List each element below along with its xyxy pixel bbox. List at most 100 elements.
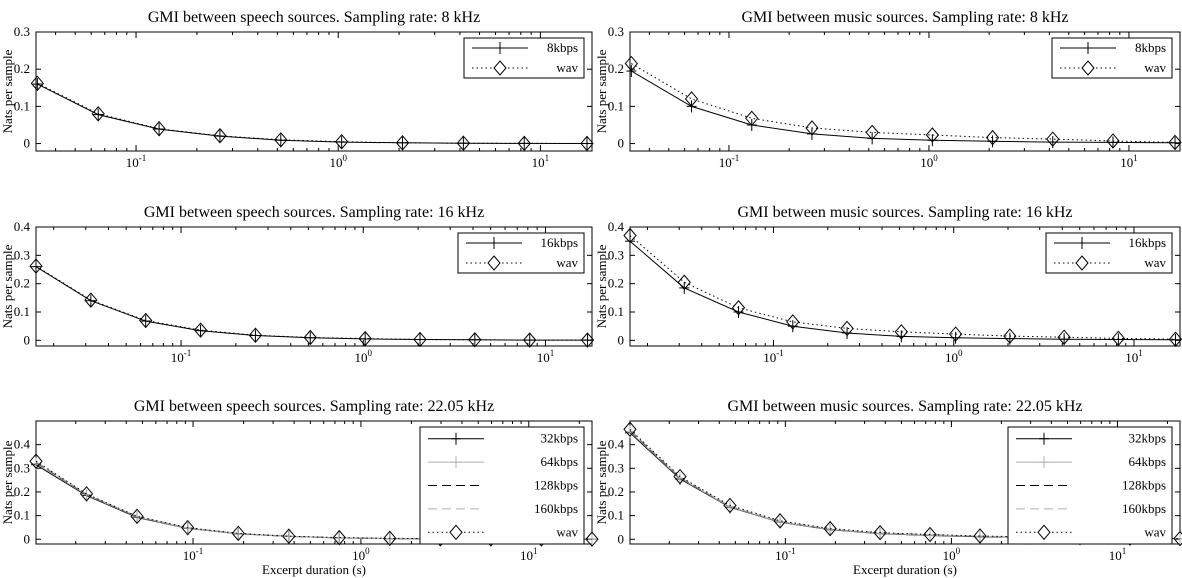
- y-tick-label: 0.3: [14, 460, 30, 475]
- data-point-wav: [282, 528, 296, 544]
- y-tick-label: 0.2: [14, 61, 30, 76]
- data-point-16kbps: [195, 324, 206, 337]
- data-point-wav: [84, 292, 98, 308]
- data-point-8kbps: [32, 78, 43, 91]
- legend-label: 128kbps: [534, 478, 578, 493]
- data-point-wav: [1173, 530, 1182, 547]
- legend-label: 8kbps: [1135, 40, 1166, 55]
- data-point-wav: [213, 127, 227, 144]
- series-line-160kbps: [629, 429, 1181, 540]
- chart-panel-5: GMI between speech sources. Sampling rat…: [0, 398, 599, 577]
- legend-label: wav: [1144, 60, 1166, 75]
- data-point-wav: [1057, 329, 1071, 345]
- data-point-8kbps: [1107, 136, 1118, 149]
- data-point-wav: [248, 327, 263, 344]
- data-point-wav: [130, 508, 144, 525]
- legend-box: [1051, 37, 1173, 79]
- data-point-wav: [786, 314, 800, 330]
- y-tick-label: 0: [618, 332, 625, 347]
- data-point-wav: [823, 520, 837, 537]
- y-axis-label: Nats per sample: [594, 440, 609, 524]
- y-tick-label: 0.3: [608, 460, 624, 475]
- x-tick-label: 101: [520, 546, 538, 563]
- y-tick-label: 0.2: [608, 61, 624, 76]
- y-tick-label: 0.1: [608, 508, 624, 523]
- series-line-8kbps: [631, 70, 1176, 144]
- data-point-wav: [865, 124, 879, 141]
- chart-title: GMI between speech sources. Sampling rat…: [134, 398, 494, 415]
- data-point-wav: [79, 486, 94, 502]
- y-tick-label: 0.3: [14, 24, 30, 39]
- y-tick-label: 0.2: [14, 484, 30, 499]
- data-point-16kbps: [896, 330, 907, 343]
- data-point-wav: [517, 135, 531, 152]
- plot-frame: [35, 31, 593, 152]
- y-axis-label: Nats per sample: [594, 244, 609, 328]
- data-point-wav: [231, 525, 245, 542]
- data-point-wav: [383, 530, 397, 547]
- legend-box: [463, 37, 585, 79]
- chart-panel-4: GMI between music sources. Sampling rate…: [594, 204, 1182, 365]
- data-point-wav: [684, 91, 699, 107]
- data-point-wav: [623, 421, 637, 438]
- x-tick-label: 10-1: [775, 546, 796, 563]
- data-point-16kbps: [1059, 333, 1070, 346]
- plot-frame: [629, 31, 1181, 152]
- data-point-wav: [925, 127, 940, 143]
- legend: 16kbps wav: [457, 232, 585, 274]
- chart-title: GMI between speech sources. Sampling rat…: [148, 9, 480, 26]
- y-tick-label: 0.3: [14, 247, 30, 262]
- x-tick-label: 10-1: [183, 546, 204, 563]
- plot-frame: [35, 420, 593, 545]
- legend-label: 64kbps: [1128, 454, 1166, 469]
- data-point-wav: [923, 526, 937, 543]
- y-tick-label: 0.2: [14, 276, 30, 291]
- x-tick-label: 10-1: [126, 153, 147, 170]
- y-tick-label: 0.1: [14, 98, 30, 113]
- data-point-wav: [1106, 133, 1120, 149]
- legend-marker: [1081, 60, 1095, 76]
- plot-frame: [629, 226, 1181, 347]
- x-axis-label: Excerpt duration (s): [262, 562, 366, 577]
- data-point-wav: [29, 258, 43, 274]
- y-tick-label: 0: [618, 531, 625, 546]
- legend: 8kbps wav: [463, 37, 585, 79]
- chart-title: GMI between speech sources. Sampling rat…: [144, 204, 484, 221]
- data-point-16kbps: [582, 334, 593, 347]
- data-point-wav: [29, 453, 43, 469]
- data-point-wav: [585, 531, 599, 547]
- legend-box: [457, 232, 585, 274]
- y-tick-label: 0.1: [608, 98, 624, 113]
- plot-frame: [35, 226, 593, 347]
- chart-panel-3: GMI between speech sources. Sampling rat…: [0, 204, 595, 365]
- legend-box: [1045, 232, 1173, 274]
- x-tick-label: 101: [532, 153, 550, 170]
- legend-marker: [449, 524, 463, 541]
- data-point-wav: [624, 55, 639, 72]
- data-point-wav: [973, 528, 987, 544]
- data-point-wav: [523, 332, 537, 348]
- data-point-wav: [1046, 131, 1060, 147]
- y-tick-label: 0.3: [608, 247, 624, 262]
- series-line-wav: [629, 235, 1176, 340]
- y-tick-label: 0.4: [608, 437, 625, 452]
- chart-title: GMI between music sources. Sampling rate…: [741, 9, 1068, 26]
- y-tick-label: 0.1: [14, 304, 30, 319]
- legend-label: 32kbps: [540, 431, 578, 446]
- data-point-wav: [332, 529, 346, 546]
- y-tick-label: 0.2: [608, 484, 624, 499]
- legend: 8kbps wav: [1051, 37, 1173, 79]
- data-point-wav: [948, 326, 963, 342]
- series-line-wav: [37, 82, 588, 144]
- data-point-16kbps: [679, 281, 690, 294]
- data-point-wav: [723, 497, 737, 514]
- data-point-16kbps: [1170, 333, 1181, 346]
- data-point-wav: [1111, 330, 1126, 347]
- data-point-wav: [91, 106, 105, 122]
- data-point-wav: [580, 332, 595, 348]
- data-point-8kbps: [867, 132, 878, 145]
- data-point-wav: [673, 468, 687, 485]
- y-tick-label: 0.1: [608, 304, 624, 319]
- data-point-wav: [731, 299, 746, 316]
